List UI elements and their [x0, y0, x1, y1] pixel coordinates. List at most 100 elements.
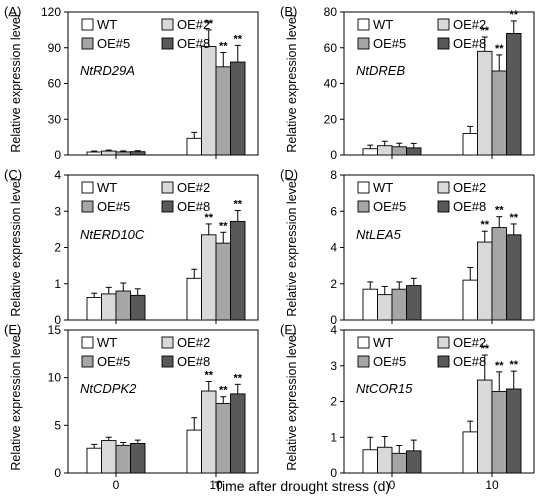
bar	[230, 220, 246, 321]
y-tick-label: 3	[330, 359, 337, 373]
significance-marker: **	[204, 18, 213, 30]
bar	[391, 452, 407, 474]
significance-marker: **	[495, 43, 504, 55]
bar	[130, 442, 146, 474]
y-tick-label: 0	[54, 466, 61, 480]
x-tick-label: 10	[485, 478, 499, 492]
legend-label: OE#5	[97, 36, 130, 51]
y-tick-label: 20	[324, 112, 338, 126]
bar	[506, 33, 522, 156]
y-axis-label: Relative expression level	[9, 14, 23, 152]
legend-label: OE#8	[453, 36, 486, 51]
y-tick-label: 0	[330, 148, 337, 162]
legend-label: WT	[97, 335, 117, 350]
gene-label: NtLEA5	[356, 227, 402, 242]
bar	[362, 148, 378, 156]
significance-marker: **	[480, 219, 489, 231]
bar	[130, 294, 146, 321]
bar	[362, 288, 378, 321]
legend-swatch	[161, 37, 174, 50]
significance-marker: **	[480, 25, 489, 37]
chart-panel: 0 1 2 3 4 (C)Relative expression level NtERD10…	[4, 167, 259, 327]
bar	[477, 50, 493, 156]
legend-label: OE#2	[453, 335, 486, 350]
significance-marker: **	[509, 9, 518, 21]
significance-marker: **	[509, 359, 518, 371]
y-tick-label: 0	[54, 313, 61, 327]
legend-swatch	[81, 37, 94, 50]
legend-label: WT	[373, 17, 393, 32]
bar	[115, 290, 131, 321]
bar	[506, 234, 522, 321]
legend-label: OE#8	[453, 354, 486, 369]
bar	[86, 297, 102, 321]
legend-label: OE#2	[177, 335, 210, 350]
y-axis-label: Relative expression level	[9, 178, 23, 316]
significance-marker: **	[219, 220, 228, 232]
bar	[115, 151, 131, 156]
y-tick-label: 5	[54, 418, 61, 432]
y-tick-label: 4	[330, 323, 337, 337]
bar	[477, 241, 493, 321]
bar	[406, 450, 422, 474]
bar	[215, 402, 231, 474]
legend-label: WT	[373, 180, 393, 195]
significance-marker: **	[219, 41, 228, 53]
legend-swatch	[437, 336, 450, 349]
significance-marker: **	[204, 369, 213, 381]
bar	[362, 449, 378, 474]
bar	[186, 137, 202, 156]
y-tick-label: 2	[330, 277, 337, 291]
bar	[406, 285, 422, 321]
legend-swatch	[161, 336, 174, 349]
bar	[477, 379, 493, 474]
bar	[391, 288, 407, 321]
significance-marker: **	[495, 360, 504, 372]
bar	[230, 393, 246, 474]
legend-label: OE#8	[177, 354, 210, 369]
bar	[377, 145, 393, 156]
panel-label: (F)	[280, 322, 297, 337]
bar	[101, 293, 117, 321]
legend-label: OE#5	[373, 199, 406, 214]
bar	[491, 227, 507, 321]
y-tick-label: 10	[48, 371, 62, 385]
bar	[377, 294, 393, 321]
bar	[86, 447, 102, 474]
x-tick-label: 0	[113, 478, 120, 492]
legend-label: OE#8	[453, 199, 486, 214]
bar	[201, 390, 217, 474]
x-tick-label: 0	[389, 478, 396, 492]
bar	[201, 46, 217, 156]
legend-label: OE#5	[97, 199, 130, 214]
legend-swatch	[437, 200, 450, 213]
legend-swatch	[81, 355, 94, 368]
y-tick-label: 1	[54, 277, 61, 291]
legend-swatch	[81, 336, 94, 349]
bar	[215, 66, 231, 156]
chart-panel: 0 30 60 90 120 (A)Relative expression level Nt…	[4, 4, 259, 162]
y-tick-label: 80	[324, 5, 338, 19]
bar	[230, 61, 246, 156]
legend-swatch	[81, 181, 94, 194]
legend-label: WT	[97, 180, 117, 195]
bar	[462, 133, 478, 156]
legend-swatch	[357, 336, 370, 349]
panel-label: (D)	[280, 167, 298, 182]
significance-marker: **	[219, 385, 228, 397]
panel-label: (E)	[4, 322, 21, 337]
y-tick-label: 15	[48, 323, 62, 337]
y-tick-label: 3	[54, 204, 61, 218]
legend-swatch	[81, 200, 94, 213]
panel-label: (C)	[4, 167, 22, 182]
gene-label: NtDREB	[356, 63, 405, 78]
legend-label: OE#2	[453, 17, 486, 32]
legend-swatch	[357, 181, 370, 194]
legend-swatch	[437, 37, 450, 50]
significance-marker: **	[233, 33, 242, 45]
legend-swatch	[437, 181, 450, 194]
bar	[101, 440, 117, 474]
bar	[491, 391, 507, 474]
significance-marker: **	[204, 212, 213, 224]
